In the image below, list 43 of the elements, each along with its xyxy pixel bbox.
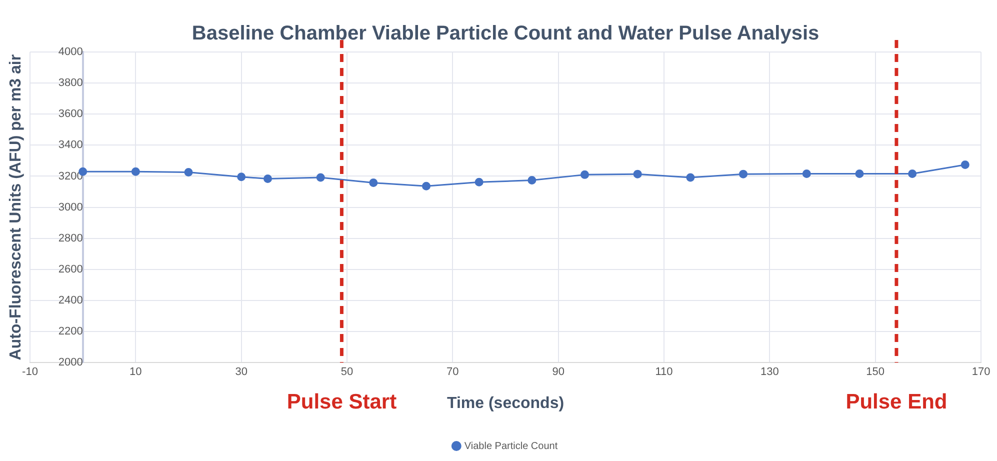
point (474, 178, 484, 186)
x-tick-label: 170 (972, 366, 990, 378)
y-tick-label: 2200 (58, 326, 83, 338)
point (580, 170, 589, 179)
point (855, 170, 864, 178)
y-tick-label: 2400 (58, 294, 83, 307)
chart-title: Baseline Chamber Viable Particle Count and Water Pulse Analysis (192, 22, 820, 45)
point (316, 173, 325, 182)
x-axis-title: Time (seconds) (446, 394, 564, 412)
point (686, 173, 695, 182)
x-tick-label: 90 (552, 366, 564, 378)
point (131, 167, 140, 176)
x-tick-label: 70 (446, 366, 459, 378)
y-tick-label: 3600 (58, 108, 83, 120)
y-tick-label: 3000 (58, 201, 83, 214)
point (237, 172, 246, 182)
point (802, 170, 811, 178)
x-tick-label: 10 (130, 366, 142, 378)
point (184, 168, 193, 176)
y-tick-label: 2600 (58, 263, 83, 276)
y-axis-title: Auto-Fluorescent Units (AFU) per m3 air (7, 54, 24, 360)
x-tick-label: 30 (235, 366, 248, 378)
x-tick-label: -10 (22, 366, 38, 378)
point (739, 170, 748, 178)
ref-line-label: Pulse Start (286, 390, 397, 414)
x-tick-label: 110 (655, 366, 673, 378)
y-tick-label: 2000 (58, 356, 83, 369)
point (528, 176, 536, 185)
y-tick-label: 2800 (58, 232, 83, 244)
point (908, 170, 917, 178)
x-tick-label: 130 (760, 366, 779, 378)
ref-line-label: Pulse End (846, 390, 948, 414)
x-tick-label: 50 (340, 366, 354, 378)
point (264, 174, 272, 183)
y-tick-label: 4000 (58, 46, 83, 58)
x-tick-label: 150 (866, 366, 885, 378)
y-tick-label: 3400 (58, 139, 83, 152)
legend-label: Viable Particle Count (464, 440, 558, 452)
point (422, 182, 430, 190)
point (960, 160, 970, 169)
point (369, 178, 378, 188)
y-tick-label: 3800 (58, 77, 83, 90)
point (633, 170, 642, 178)
